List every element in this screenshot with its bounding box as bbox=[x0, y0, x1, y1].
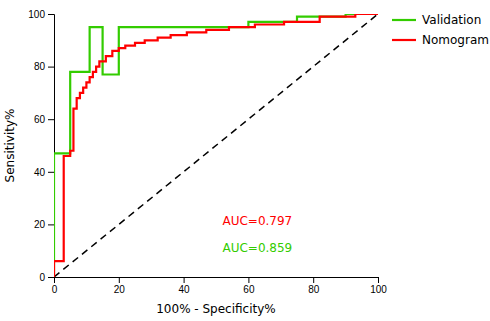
y-tick: 80 bbox=[34, 61, 54, 72]
y-tick-mark bbox=[48, 277, 54, 278]
annotation: AUC=0.797 bbox=[222, 214, 292, 228]
y-tick: 100 bbox=[28, 9, 54, 20]
x-axis: 0 20 40 60 80 100 bbox=[52, 277, 388, 295]
y-tick-label: 20 bbox=[34, 219, 46, 230]
x-tick: 100 bbox=[370, 277, 387, 295]
annotation: AUC=0.859 bbox=[222, 241, 292, 255]
y-tick-mark bbox=[48, 119, 54, 120]
y-axis-line bbox=[48, 15, 55, 278]
reference-line bbox=[54, 14, 378, 277]
y-tick-mark bbox=[48, 14, 54, 15]
y-tick: 20 bbox=[34, 219, 54, 230]
y-tick-mark bbox=[48, 172, 54, 173]
legend-label: Nomogram bbox=[422, 33, 489, 47]
series-line bbox=[54, 14, 378, 277]
marks bbox=[54, 14, 378, 277]
x-tick-mark bbox=[248, 277, 249, 283]
legend-item: Validation bbox=[392, 13, 481, 27]
legend-swatch bbox=[392, 19, 416, 21]
y-tick-label: 100 bbox=[28, 9, 45, 20]
y-tick-mark bbox=[48, 67, 54, 68]
legend-swatch bbox=[392, 39, 416, 41]
x-tick: 0 bbox=[52, 277, 58, 295]
y-tick-label: 0 bbox=[39, 272, 45, 283]
x-tick-label: 60 bbox=[243, 284, 255, 295]
x-tick-label: 40 bbox=[179, 284, 191, 295]
y-tick-mark bbox=[48, 224, 54, 225]
x-axis-line bbox=[55, 278, 379, 284]
x-tick-label: 0 bbox=[52, 284, 58, 295]
legend-item: Nomogram bbox=[392, 33, 489, 47]
x-tick-label: 100 bbox=[370, 284, 387, 295]
legend-label: Validation bbox=[422, 13, 481, 27]
x-axis-title: 100% - Specificity% bbox=[156, 302, 276, 316]
x-tick-label: 20 bbox=[114, 284, 126, 295]
y-axis: 0 20 40 60 80 100 bbox=[28, 9, 54, 283]
chart: 0 20 40 60 80 100 0 20 40 60 80 100 AUC=0.797 AUC=0.8… bbox=[0, 0, 490, 321]
y-axis-title: Sensitivity% bbox=[3, 109, 17, 183]
x-tick: 60 bbox=[243, 277, 255, 295]
x-tick: 40 bbox=[179, 277, 191, 295]
x-tick: 20 bbox=[114, 277, 126, 295]
y-tick: 0 bbox=[39, 272, 54, 283]
x-tick-mark bbox=[184, 277, 185, 283]
y-tick-label: 80 bbox=[34, 61, 46, 72]
legend: Validation Nomogram bbox=[392, 13, 489, 47]
y-tick-label: 60 bbox=[34, 114, 46, 125]
y-tick-label: 40 bbox=[34, 167, 46, 178]
x-tick-label: 80 bbox=[308, 284, 320, 295]
x-tick-mark bbox=[119, 277, 120, 283]
x-tick: 80 bbox=[308, 277, 320, 295]
plot: 0 20 40 60 80 100 0 20 40 60 80 100 AUC=0.797 AUC=0.8… bbox=[28, 9, 387, 295]
series-line bbox=[54, 14, 378, 277]
y-tick: 60 bbox=[34, 114, 54, 125]
x-tick-mark bbox=[378, 277, 379, 283]
y-tick: 40 bbox=[34, 167, 54, 178]
x-tick-mark bbox=[313, 277, 314, 283]
